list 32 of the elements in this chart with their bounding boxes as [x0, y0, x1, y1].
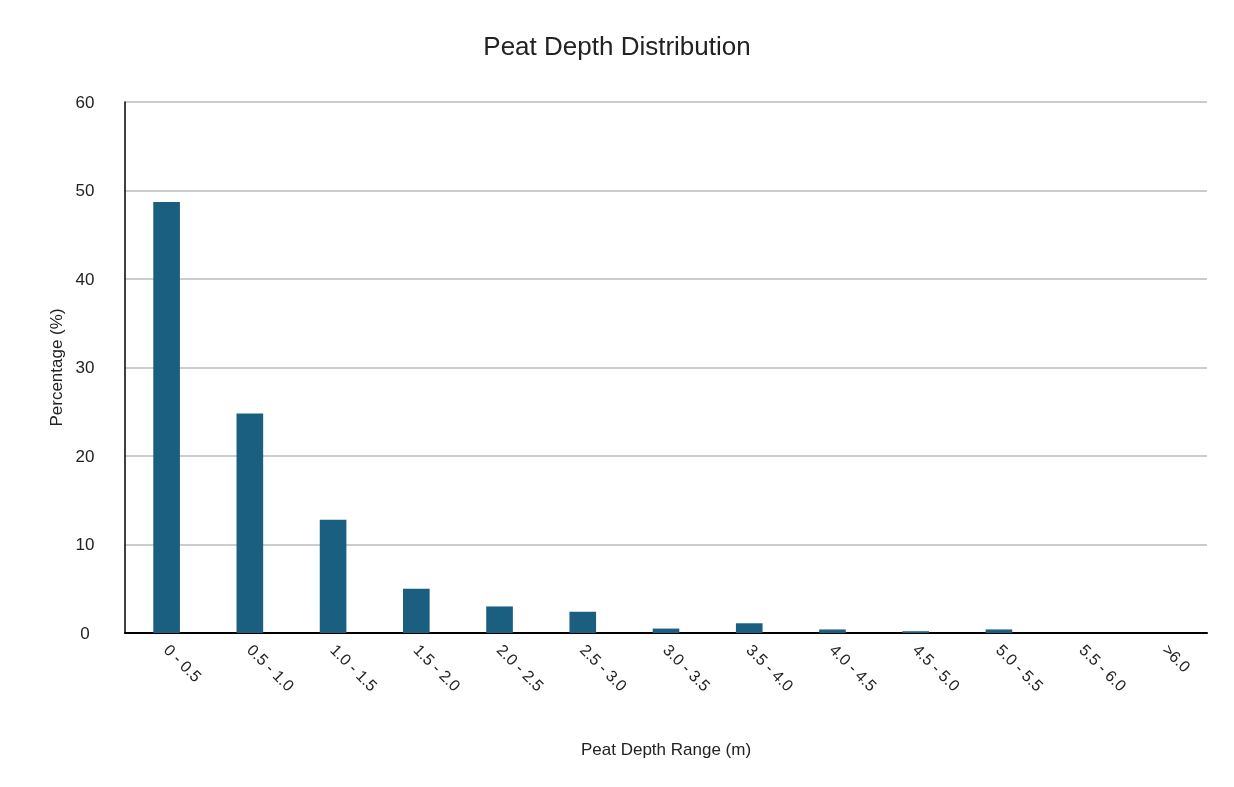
y-tick-label: 10	[75, 535, 95, 554]
bar	[735, 623, 763, 633]
y-tick-label: 60	[75, 92, 95, 112]
x-tick-label: >6.0	[1159, 640, 1194, 676]
y-tick-label: 20	[75, 446, 95, 466]
y-tick-label: 0	[80, 623, 90, 643]
x-tick-label: 4.0 - 4.5	[826, 640, 881, 695]
bar	[569, 611, 597, 633]
bar	[985, 629, 1013, 633]
x-tick-label: 3.0 - 3.5	[659, 640, 714, 695]
x-tick-label: 2.0 - 2.5	[493, 640, 548, 695]
bar	[486, 606, 513, 633]
bar	[819, 629, 846, 633]
x-tick-label: 0 - 0.5	[160, 640, 205, 686]
x-tick-label: 1.0 - 1.5	[327, 640, 381, 695]
y-axis-title: Percentage (%)	[46, 308, 66, 427]
x-tick-label: 5.0 - 5.5	[992, 640, 1047, 695]
y-tick-label: 40	[75, 269, 95, 289]
chart-title: Peat Depth Distribution	[483, 31, 751, 61]
x-axis-title: Peat Depth Range (m)	[580, 740, 752, 759]
y-tick-label: 50	[75, 181, 95, 200]
y-tick-label: 30	[75, 358, 95, 377]
x-tick-label: 3.5 - 4.0	[743, 640, 797, 695]
x-tick-label: 1.5 - 2.0	[410, 640, 464, 695]
bar	[402, 588, 430, 633]
bar	[319, 519, 347, 633]
x-tick-label: 5.5 - 6.0	[1076, 640, 1130, 695]
x-tick-label: 2.5 - 3.0	[576, 640, 631, 695]
bar	[236, 413, 264, 633]
x-tick-label: 0.5 - 1.0	[243, 640, 298, 695]
bar	[153, 202, 180, 633]
x-tick-label: 4.5 - 5.0	[909, 640, 964, 695]
